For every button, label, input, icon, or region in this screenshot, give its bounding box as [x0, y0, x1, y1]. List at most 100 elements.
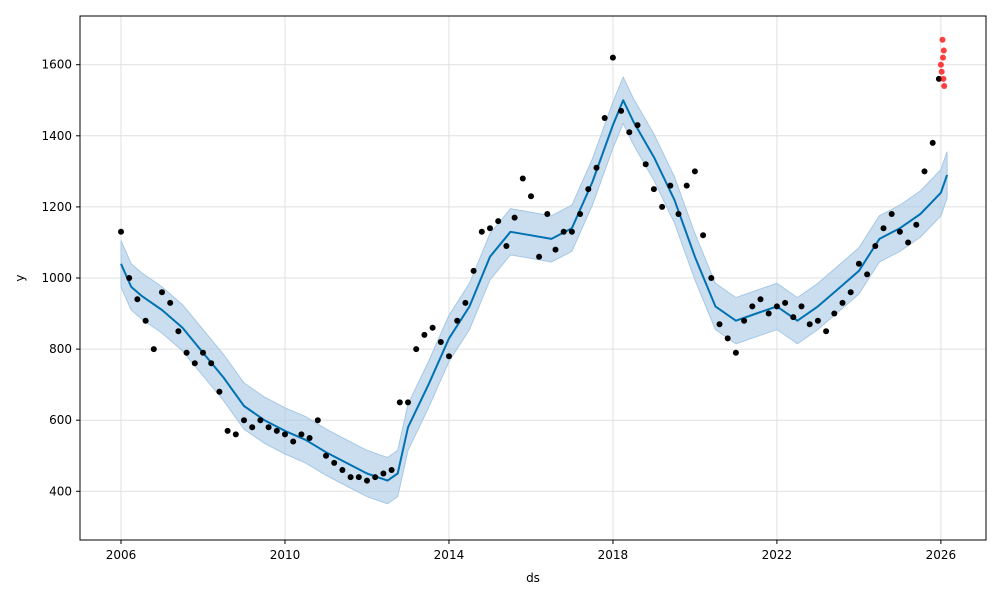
observed-point: [536, 253, 543, 260]
test-point: [940, 54, 946, 61]
observed-point: [454, 317, 461, 324]
test-point: [939, 36, 946, 43]
observed-point: [241, 417, 247, 424]
x-tick-label: 2018: [598, 548, 629, 562]
y-tick-label: 1600: [41, 58, 72, 72]
observed-point: [446, 353, 452, 360]
observed-point: [560, 228, 567, 235]
test-points: [937, 36, 948, 89]
observed-point: [724, 335, 731, 342]
test-point: [940, 47, 947, 54]
observed-point: [716, 321, 723, 328]
observed-point: [290, 438, 297, 445]
observed-point: [929, 139, 936, 146]
observed-point: [634, 122, 641, 129]
observed-point: [388, 467, 395, 473]
observed-point: [216, 388, 223, 395]
y-tick-label: 400: [49, 484, 72, 498]
observed-point: [273, 427, 280, 434]
observed-point: [749, 303, 756, 310]
observed-point: [782, 299, 789, 306]
observed-point: [798, 303, 805, 310]
observed-point: [487, 225, 493, 232]
observed-point: [896, 228, 903, 235]
observed-point: [675, 211, 682, 217]
observed-point: [732, 349, 739, 356]
observed-point: [380, 470, 387, 477]
observed-point: [495, 218, 502, 225]
observed-point: [191, 360, 198, 367]
test-point: [941, 83, 948, 89]
test-point: [940, 75, 947, 82]
test-point: [938, 68, 945, 75]
observed-point: [183, 349, 190, 356]
x-tick-label: 2010: [270, 548, 301, 562]
observed-point: [519, 175, 526, 182]
observed-point: [331, 459, 338, 466]
observed-point: [823, 328, 830, 335]
observed-point: [741, 317, 748, 324]
observed-point: [626, 129, 633, 136]
observed-point: [659, 203, 666, 210]
observed-point: [126, 275, 133, 281]
observed-point: [568, 228, 575, 235]
observed-point: [757, 296, 764, 303]
observed-point: [405, 399, 411, 406]
test-point: [937, 61, 944, 68]
observed-points: [118, 54, 942, 484]
observed-point: [503, 243, 510, 249]
observed-point: [528, 193, 534, 200]
observed-point: [773, 303, 780, 310]
observed-point: [855, 260, 862, 267]
observed-point: [142, 317, 149, 324]
y-tick-label: 800: [49, 342, 72, 356]
observed-point: [601, 115, 608, 121]
observed-point: [396, 399, 403, 406]
observed-point: [935, 75, 942, 82]
x-axis-ticks: 2006 2010 2014 2018 2022 2026: [106, 540, 956, 562]
observed-point: [577, 211, 584, 217]
observed-point: [372, 474, 379, 481]
observed-point: [708, 275, 715, 281]
observed-point: [593, 164, 600, 171]
x-tick-label: 2006: [106, 548, 137, 562]
observed-point: [618, 107, 625, 114]
observed-point: [847, 289, 854, 296]
observed-point: [470, 267, 477, 274]
observed-point: [134, 296, 141, 303]
observed-point: [478, 228, 485, 235]
observed-point: [249, 424, 256, 431]
observed-point: [691, 168, 698, 175]
observed-point: [650, 186, 657, 193]
observed-point: [511, 214, 518, 221]
y-axis-ticks: 400 600 800 1000 1200 1400 1600: [41, 58, 80, 498]
observed-point: [921, 168, 928, 175]
observed-point: [872, 243, 879, 249]
observed-point: [323, 452, 329, 459]
x-tick-label: 2014: [434, 548, 465, 562]
observed-point: [150, 346, 157, 353]
observed-point: [700, 232, 707, 239]
observed-point: [347, 474, 354, 481]
y-tick-label: 1400: [41, 129, 72, 143]
forecast-line-layer: [120, 99, 949, 482]
observed-point: [429, 324, 436, 331]
observed-point: [413, 346, 420, 353]
observed-point: [544, 211, 551, 217]
observed-point: [609, 54, 616, 61]
y-tick-label: 1000: [41, 271, 72, 285]
observed-point: [683, 182, 690, 189]
observed-point: [265, 424, 272, 431]
observed-point: [232, 431, 239, 438]
observed-point: [175, 328, 182, 335]
observed-point: [814, 317, 821, 324]
uncertainty-band: [120, 75, 948, 505]
observed-point: [462, 299, 469, 306]
y-tick-label: 1200: [41, 200, 72, 214]
y-tick-label: 600: [49, 413, 72, 427]
observed-point: [421, 331, 428, 338]
observed-point: [888, 211, 895, 217]
observed-point: [355, 474, 362, 481]
observed-point: [257, 417, 264, 424]
